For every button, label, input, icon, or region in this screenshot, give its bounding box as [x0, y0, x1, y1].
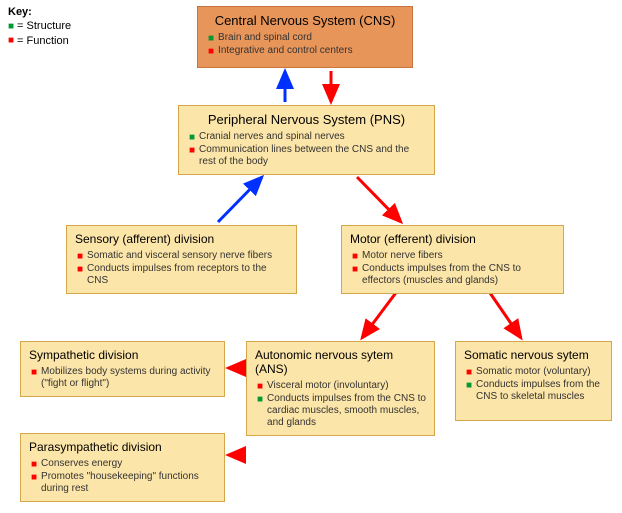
node-item-text: Somatic motor (voluntary): [476, 366, 590, 378]
square-icon: ■: [189, 132, 195, 144]
node-ans: Autonomic nervous sytem (ANS) ■ Visceral m…: [246, 341, 435, 436]
arrow: [362, 290, 398, 338]
node-item: ■ Communication lines between the CNS and…: [189, 144, 426, 168]
node-item: ■ Conducts impulses from the CNS to effec…: [352, 263, 555, 287]
node-title: Motor (efferent) division: [350, 232, 555, 246]
square-icon: ■: [8, 34, 14, 47]
square-icon: ■: [257, 381, 263, 393]
node-item-text: Visceral motor (involuntary): [267, 380, 389, 392]
node-cns: Central Nervous System (CNS) ■ Brain and s…: [197, 6, 413, 68]
square-icon: ■: [31, 459, 37, 471]
square-icon: ■: [466, 380, 472, 392]
node-title: Parasympathetic division: [29, 440, 216, 454]
square-icon: ■: [77, 264, 83, 276]
node-item-text: Communication lines between the CNS and …: [199, 144, 426, 168]
node-item: ■ Somatic and visceral sensory nerve fibe…: [77, 250, 288, 263]
node-item-text: Conducts impulses from the CNS to cardia…: [267, 393, 426, 429]
node-title: Peripheral Nervous System (PNS): [187, 112, 426, 127]
square-icon: ■: [466, 367, 472, 379]
node-title: Sensory (afferent) division: [75, 232, 288, 246]
square-icon: ■: [31, 367, 37, 379]
square-icon: ■: [352, 251, 358, 263]
node-item: ■ Mobilizes body systems during activity …: [31, 366, 216, 390]
node-sympathetic: Sympathetic division ■ Mobilizes body syst…: [20, 341, 225, 397]
node-item-text: Conducts impulses from receptors to the …: [87, 263, 288, 287]
legend-box: Key: ■ = Structure ■ = Function: [8, 5, 71, 48]
node-parasympathetic: Parasympathetic division ■ Conserves energ…: [20, 433, 225, 502]
node-sensory: Sensory (afferent) division ■ Somatic and …: [66, 225, 297, 294]
node-item-text: Conducts impulses from the CNS to skelet…: [476, 379, 603, 403]
node-title: Autonomic nervous sytem (ANS): [255, 348, 426, 376]
arrow: [357, 177, 401, 222]
legend-item-structure: ■ = Structure: [8, 19, 71, 33]
node-item-text: Conducts impulses from the CNS to effect…: [362, 263, 555, 287]
square-icon: ■: [352, 264, 358, 276]
node-item: ■ Somatic motor (voluntary): [466, 366, 603, 379]
square-icon: ■: [208, 33, 214, 45]
node-motor: Motor (efferent) division ■ Motor nerve fi…: [341, 225, 564, 294]
node-item-text: Motor nerve fibers: [362, 250, 443, 262]
node-item-text: Promotes "housekeeping" functions during…: [41, 471, 216, 495]
node-item-text: Mobilizes body systems during activity (…: [41, 366, 216, 390]
square-icon: ■: [8, 20, 14, 33]
node-item-text: Conserves energy: [41, 458, 122, 470]
node-item: ■ Conserves energy: [31, 458, 216, 471]
node-item: ■ Brain and spinal cord: [208, 32, 404, 45]
legend-title: Key:: [8, 5, 71, 19]
node-item: ■ Conducts impulses from the CNS to skele…: [466, 379, 603, 403]
node-item: ■ Promotes "housekeeping" functions durin…: [31, 471, 216, 495]
node-item: ■ Conducts impulses from receptors to the…: [77, 263, 288, 287]
square-icon: ■: [77, 251, 83, 263]
node-item: ■ Visceral motor (involuntary): [257, 380, 426, 393]
node-somatic: Somatic nervous sytem ■ Somatic motor (vol…: [455, 341, 612, 421]
square-icon: ■: [31, 472, 37, 484]
node-item: ■ Integrative and control centers: [208, 45, 404, 58]
node-title: Sympathetic division: [29, 348, 216, 362]
arrow: [488, 290, 521, 338]
node-item: ■ Cranial nerves and spinal nerves: [189, 131, 426, 144]
node-item-text: Somatic and visceral sensory nerve fiber…: [87, 250, 272, 262]
node-title: Central Nervous System (CNS): [206, 13, 404, 28]
node-item-text: Cranial nerves and spinal nerves: [199, 131, 345, 143]
legend-item-function: ■ = Function: [8, 34, 71, 48]
square-icon: ■: [189, 145, 195, 157]
node-item-text: Brain and spinal cord: [218, 32, 312, 44]
square-icon: ■: [257, 394, 263, 406]
node-item: ■ Motor nerve fibers: [352, 250, 555, 263]
arrow: [218, 177, 262, 222]
node-item-text: Integrative and control centers: [218, 45, 353, 57]
node-title: Somatic nervous sytem: [464, 348, 603, 362]
node-item: ■ Conducts impulses from the CNS to cardi…: [257, 393, 426, 429]
node-pns: Peripheral Nervous System (PNS) ■ Cranial …: [178, 105, 435, 175]
square-icon: ■: [208, 46, 214, 58]
